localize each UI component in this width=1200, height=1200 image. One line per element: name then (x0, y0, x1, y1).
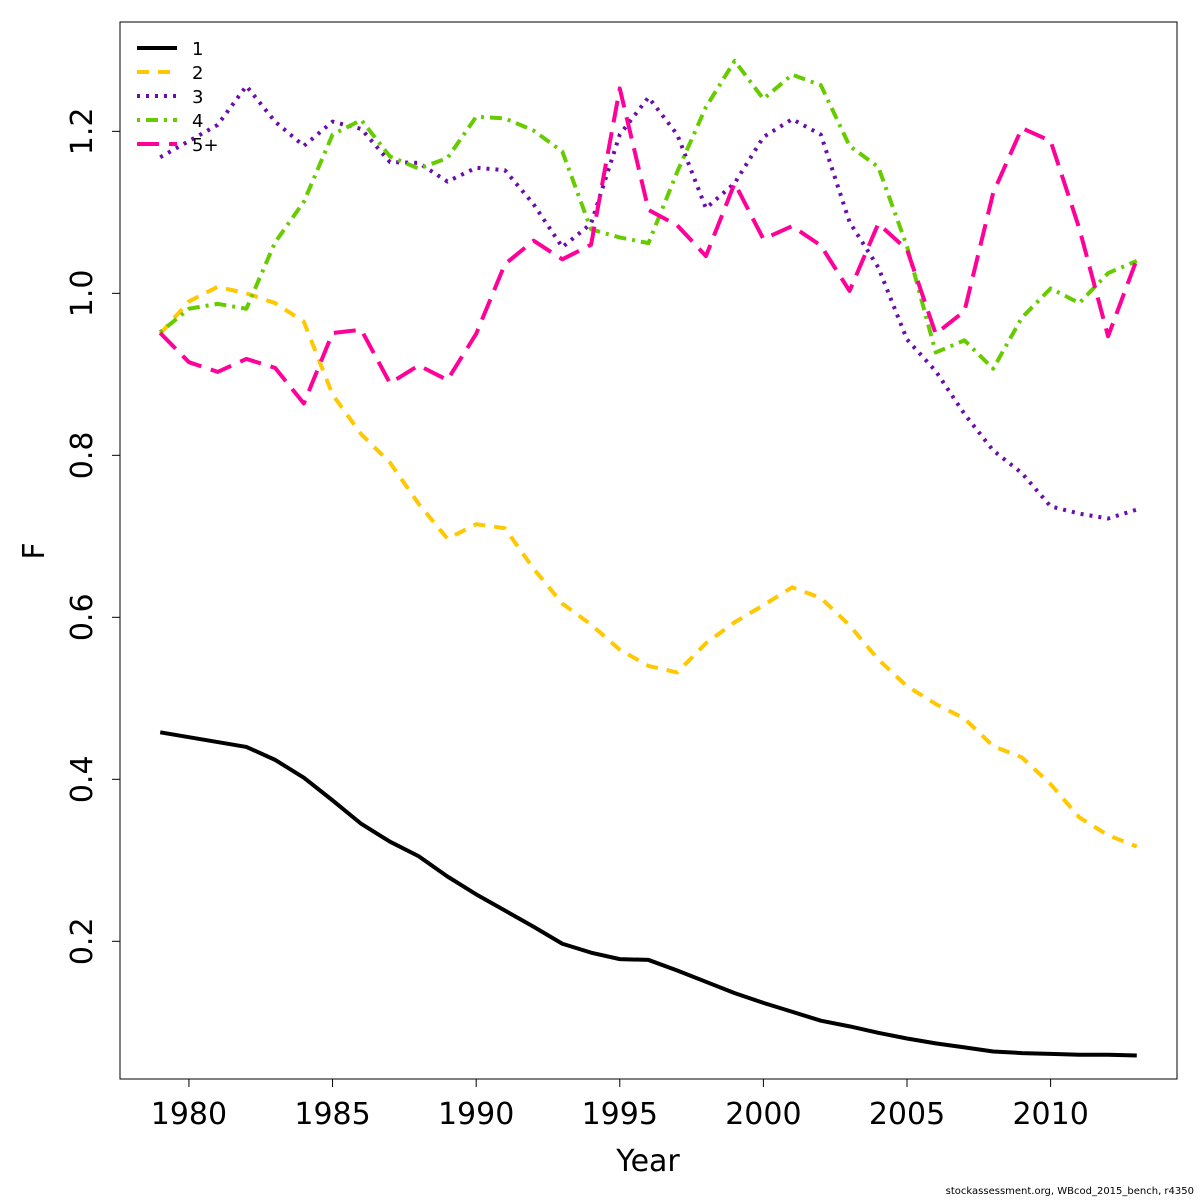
plot-frame (119, 21, 1178, 1080)
x-axis-title: Year (615, 1144, 680, 1179)
legend-label: 4 (192, 111, 203, 132)
y-tick-label: 0.6 (65, 593, 100, 641)
x-tick-label: 1995 (582, 1097, 658, 1132)
legend-label: 5+ (192, 135, 219, 156)
x-tick-label: 1985 (294, 1097, 370, 1132)
y-tick-label: 0.8 (65, 431, 100, 479)
series-line-3 (159, 83, 1138, 521)
x-axis: 1980 1985 1990 1995 2000 2005 2010 (151, 1078, 1089, 1132)
y-tick-label: 0.4 (65, 755, 100, 803)
series-line-5 (158, 86, 1139, 406)
series-line-1 (159, 730, 1137, 1058)
y-tick-label: 0.2 (65, 917, 100, 965)
x-tick-label: 1980 (151, 1097, 227, 1132)
x-tick-label: 2005 (869, 1097, 945, 1132)
legend-label: 1 (192, 39, 203, 60)
y-tick-label: 1.0 (65, 269, 100, 317)
series-line-2 (158, 284, 1138, 849)
footer-credit: stockassessment.org, WBcod_2015_bench, r… (945, 1186, 1194, 1197)
legend-label: 2 (192, 63, 203, 84)
x-tick-label: 1990 (438, 1097, 514, 1132)
legend-label: 3 (192, 87, 203, 108)
y-axis-title: F (17, 542, 52, 559)
x-tick-label: 2010 (1012, 1097, 1088, 1132)
y-tick-label: 1.2 (65, 107, 100, 155)
series-layer (158, 58, 1139, 1058)
y-axis: 0.2 0.4 0.6 0.8 1.0 1.2 (65, 107, 121, 965)
legend: 1 2 3 4 5+ (137, 39, 219, 156)
series-line-4 (158, 58, 1138, 371)
x-tick-label: 2000 (725, 1097, 801, 1132)
